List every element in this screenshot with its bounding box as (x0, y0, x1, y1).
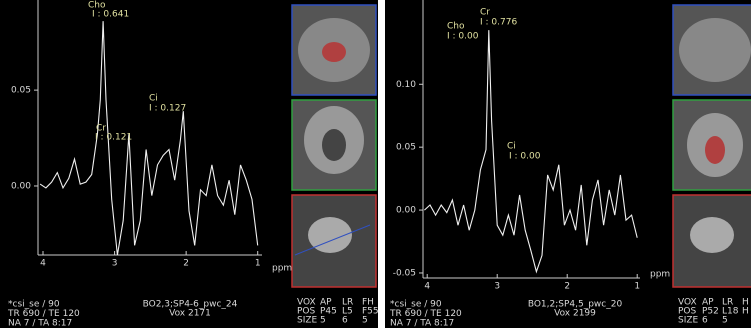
voxel-count: Vox 2171 (169, 309, 211, 319)
screen: 0.05 0.00 4 3 2 1 ppm Cho I : 0.641 Cr I : 0.121 Ci… (0, 0, 751, 328)
scan-info: *csi_se / 90 (8, 300, 60, 310)
voxel-count: Vox 2199 (554, 309, 596, 319)
x-tick-label: 4 (40, 259, 46, 269)
y-tick-label: 0.00 (396, 206, 416, 216)
y-tick-label: 0.05 (396, 143, 416, 153)
scan-info: NA 7 / TA 8:17 (390, 319, 454, 328)
scan-info: TR 690 / TE 120 (389, 309, 462, 319)
y-tick-label: 0.00 (11, 181, 31, 191)
voxel-table-cell: 5 (722, 316, 728, 326)
peak-integral: I : 0.121 (95, 133, 132, 143)
x-tick-label: 1 (255, 259, 261, 269)
voxel-table-cell: 6 (342, 316, 348, 326)
peak-integral: I : 0.00 (447, 32, 479, 42)
voxel-table-cell: 5 (362, 316, 368, 326)
voxel-table-cell: SIZE (297, 316, 318, 326)
x-tick-label: 3 (112, 259, 118, 269)
anatomy (705, 136, 725, 164)
scan-info: NA 7 / TA 8:17 (8, 319, 72, 328)
divider (378, 0, 385, 328)
peak-integral: I : 0.127 (149, 104, 186, 114)
x-tick-label: 1 (634, 282, 640, 292)
x-axis-label: ppm (272, 264, 292, 274)
anatomy (322, 42, 346, 62)
voxel-table-cell: 6 (702, 316, 708, 326)
x-tick-label: 3 (494, 282, 500, 292)
thumbnails-left (292, 5, 376, 287)
peak-integral: I : 0.776 (480, 18, 517, 28)
peak-name: Ci (507, 142, 516, 152)
peak-name: Cr (480, 8, 490, 18)
peak-integral: I : 0.00 (509, 152, 541, 162)
voxel-table-cell: 5 (320, 316, 326, 326)
x-tick-label: 2 (183, 259, 189, 269)
scan-info: *csi_se / 90 (390, 300, 442, 310)
x-tick-label: 2 (564, 282, 570, 292)
scan-info: TR 690 / TE 120 (7, 309, 80, 319)
peak-name: Ci (149, 94, 158, 104)
x-tick-label: 4 (424, 282, 430, 292)
anatomy (679, 18, 751, 82)
y-tick-label: -0.05 (393, 268, 416, 278)
voxel-table-cell: H (742, 307, 749, 317)
thumbnails-right (673, 5, 751, 287)
y-tick-label: 0.10 (396, 80, 416, 90)
x-axis-label: ppm (650, 270, 670, 280)
anatomy (690, 217, 734, 253)
peak-integral: I : 0.641 (92, 10, 129, 20)
anatomy (322, 129, 346, 161)
peak-name: Cho (447, 22, 465, 32)
y-tick-label: 0.05 (11, 86, 31, 96)
voxel-table-cell: SIZE (678, 316, 699, 326)
